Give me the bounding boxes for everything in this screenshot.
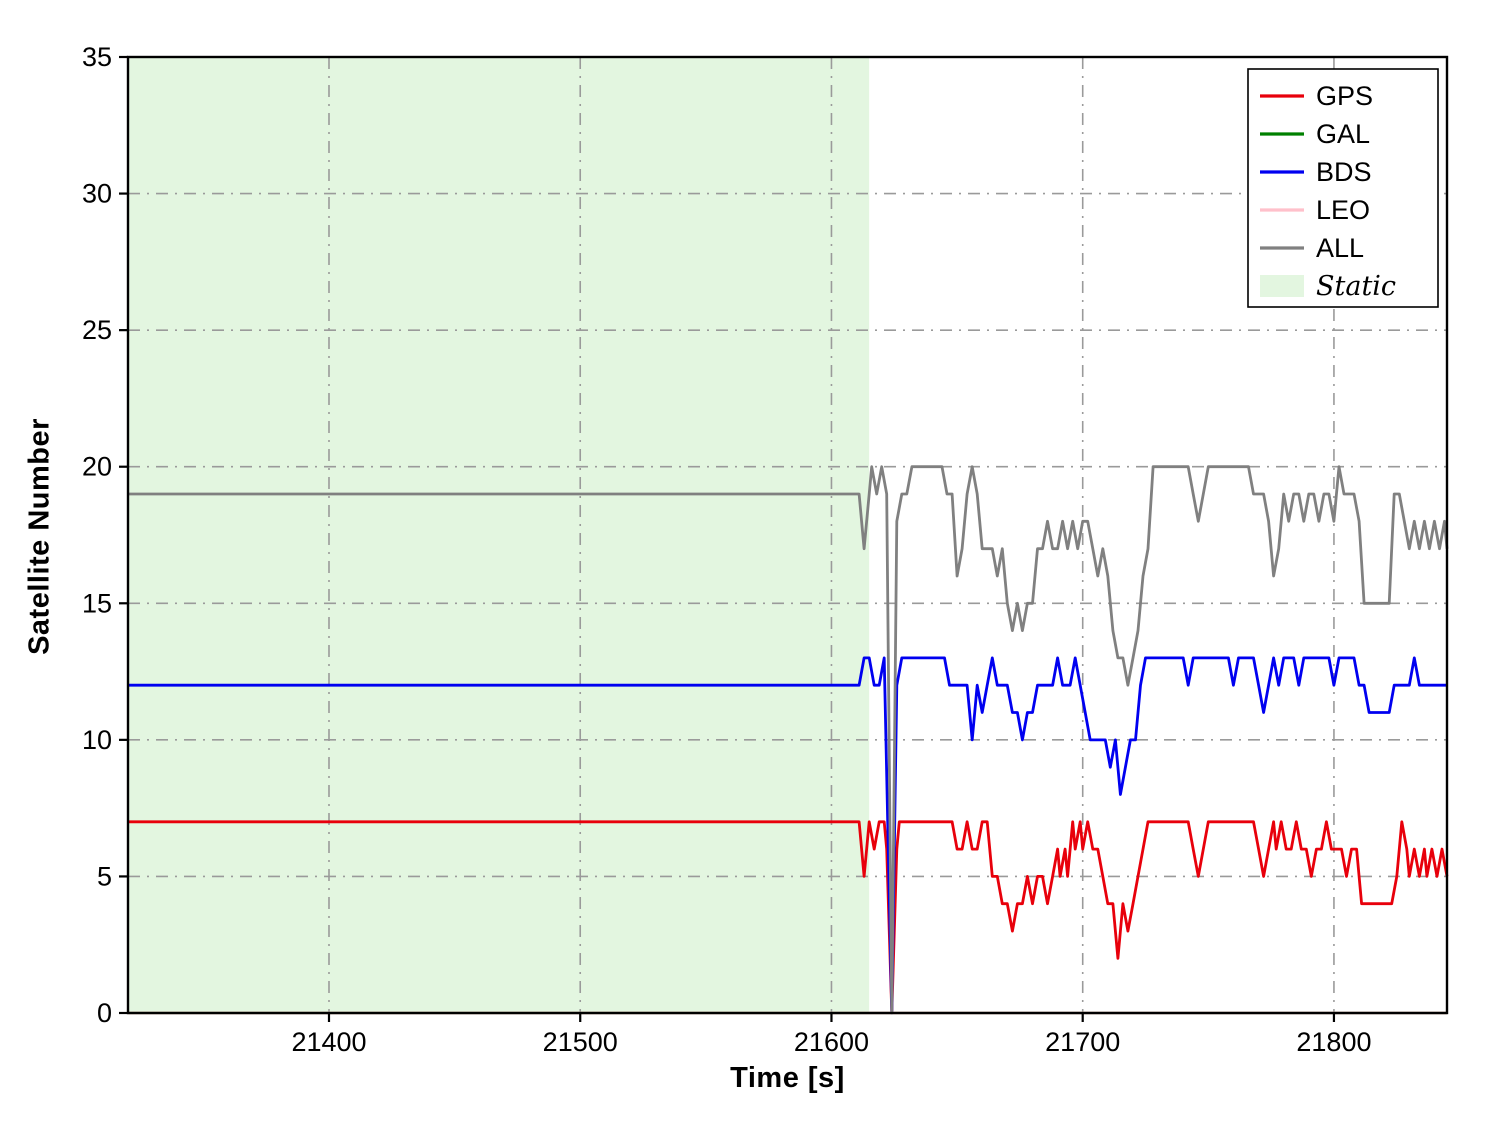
legend-item-gps: GPS [1260,81,1373,111]
legend-label: GPS [1316,81,1373,111]
y-tick-label: 20 [82,452,112,482]
y-tick-label: 25 [82,315,112,345]
legend-item-leo: LEO [1260,195,1370,225]
plot-border [126,55,1449,1015]
y-tick-label: 0 [97,998,112,1028]
y-tick-label: 15 [82,588,112,618]
y-tick-label: 35 [82,42,112,72]
legend-box [1247,68,1439,308]
x-tick-label: 21600 [794,1027,869,1057]
legend-item-static: Static [1260,271,1396,302]
legend-item-gal: GAL [1260,119,1370,149]
series-line-gps [128,820,1449,1015]
y-tick-label: 30 [82,179,112,209]
series-line-bds [128,656,1447,1015]
legend-label: LEO [1316,195,1370,225]
legend-label: BDS [1316,157,1372,187]
x-tick-label: 21800 [1296,1027,1371,1057]
legend-item-all: ALL [1260,233,1364,263]
series-line-all [128,465,1449,1015]
x-tick-label: 21500 [543,1027,618,1057]
y-axis-title: Satellite Number [23,418,56,655]
legend-item-bds: BDS [1260,157,1372,187]
x-axis-title: Time [s] [730,1062,845,1094]
y-tick-label: 5 [97,861,112,891]
legend-label: ALL [1316,233,1364,263]
tick-marks [119,55,1336,1022]
legend-label: GAL [1316,119,1370,149]
legend-label: Static [1316,271,1396,302]
static-region [128,57,870,1013]
x-tick-label: 21400 [291,1027,366,1057]
x-tick-label: 21700 [1045,1027,1120,1057]
legend: GPS GAL BDS LEO ALL Static [1247,68,1439,308]
y-tick-label: 10 [82,725,112,755]
legend-swatch-static [1260,275,1304,297]
tick-labels: 21400 21500 21600 21700 21800 0 5 10 15 20 25 30 35 [82,42,1372,1057]
